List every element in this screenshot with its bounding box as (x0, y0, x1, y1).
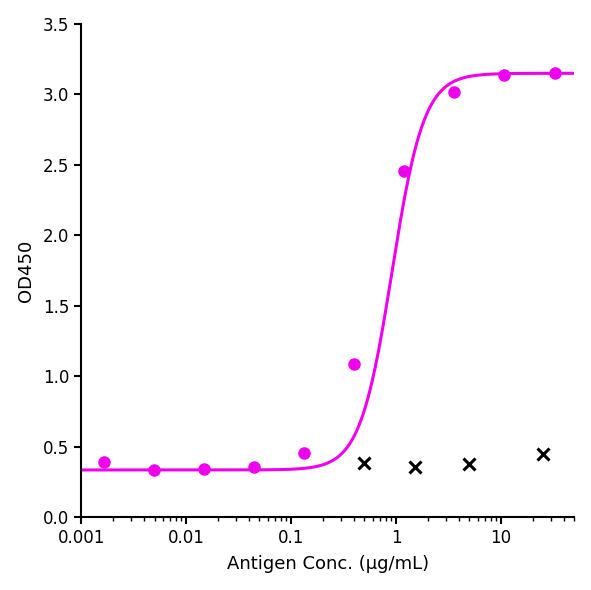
Y-axis label: OD450: OD450 (17, 240, 35, 301)
X-axis label: Antigen Conc. (μg/mL): Antigen Conc. (μg/mL) (227, 555, 429, 573)
